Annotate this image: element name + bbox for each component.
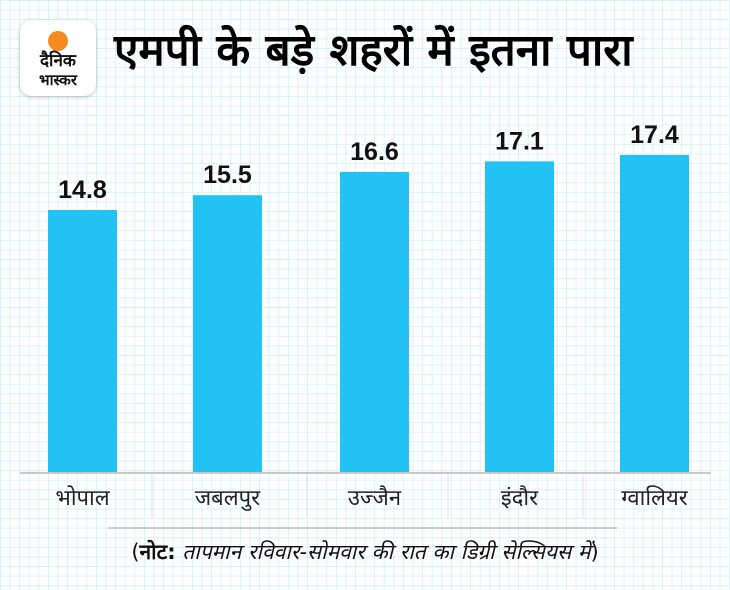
- data-label: 15.5: [203, 161, 252, 189]
- category-label: भोपाल: [55, 485, 110, 511]
- data-label: 16.6: [350, 138, 399, 166]
- note-label: नोट:: [139, 540, 176, 564]
- footnote: (नोट: तापमान रविवार-सोमवार की रात का डिग…: [0, 538, 730, 566]
- data-label: 17.4: [630, 121, 679, 149]
- category-label: जबलपुर: [195, 486, 261, 511]
- logo-line-2: भास्कर: [39, 71, 77, 89]
- logo-line-1: दैनिक: [40, 51, 76, 71]
- category-label: ग्वालियर: [621, 485, 688, 511]
- note-open: (: [131, 540, 140, 564]
- bar: [193, 195, 262, 472]
- bar: [485, 161, 554, 472]
- category-label: इंदौर: [501, 485, 539, 511]
- category-label: उज्जैन: [348, 485, 402, 511]
- bar: [620, 155, 689, 472]
- note-close: ): [590, 540, 599, 564]
- data-label: 17.1: [495, 127, 544, 155]
- bar: [48, 210, 117, 472]
- bar: [340, 171, 409, 472]
- dainik-bhaskar-logo: दैनिक भास्कर: [20, 20, 96, 96]
- sun-dot-icon: [48, 31, 68, 51]
- chart-title: एमपी के बड़े शहरों में इतना पारा: [114, 25, 633, 76]
- note-text: तापमान रविवार-सोमवार की रात का डिग्री से…: [175, 540, 591, 564]
- data-label: 14.8: [58, 176, 107, 204]
